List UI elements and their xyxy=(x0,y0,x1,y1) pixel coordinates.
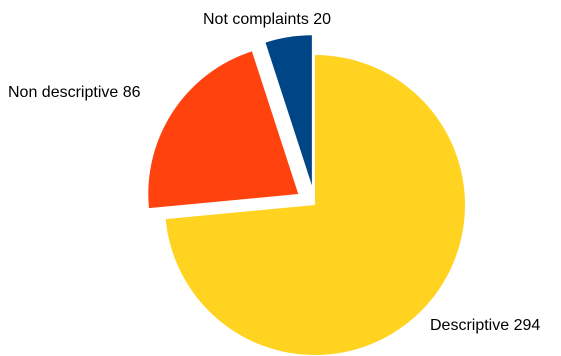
slice-label-non-descriptive: Non descriptive 86 xyxy=(8,84,141,101)
slice-label-descriptive: Descriptive 294 xyxy=(430,317,540,334)
pie-slice-descriptive xyxy=(165,55,465,355)
pie-slices xyxy=(148,35,465,355)
pie-slice-not-complaints xyxy=(265,35,312,186)
slice-label-not-complaints: Not complaints 20 xyxy=(203,11,331,28)
pie-slice-non-descriptive xyxy=(148,51,299,209)
pie-labels: Descriptive 294 Non descriptive 86 Not c… xyxy=(8,11,540,334)
